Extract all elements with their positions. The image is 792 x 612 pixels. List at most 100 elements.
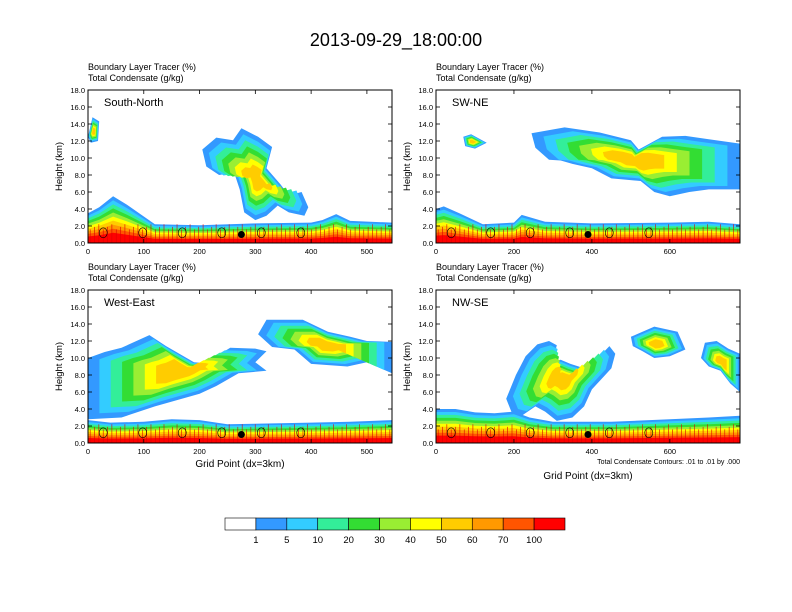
x-tick-label: 400 xyxy=(586,447,599,456)
y-tick-label: 10.0 xyxy=(70,154,85,163)
y-tick-label: 18.0 xyxy=(70,86,85,95)
y-tick-label: 10.0 xyxy=(418,154,433,163)
y-tick-label: 0.0 xyxy=(75,439,85,448)
colorbar-swatch xyxy=(317,517,349,531)
x-tick-label: 200 xyxy=(193,247,206,256)
x-tick-label: 400 xyxy=(586,247,599,256)
plot-area xyxy=(436,326,740,443)
colorbar-label: 1 xyxy=(253,535,258,546)
y-tick-label: 18.0 xyxy=(418,286,433,295)
shade-band-7 xyxy=(715,355,727,371)
shade-band-7 xyxy=(648,339,665,349)
y-tick-label: 8.0 xyxy=(75,171,85,180)
colorbar-swatch xyxy=(379,517,411,531)
colorbar-swatch xyxy=(410,517,442,531)
y-tick-label: 12.0 xyxy=(418,337,433,346)
plot-frame xyxy=(87,89,393,244)
x-tick-label: 0 xyxy=(434,447,438,456)
shade-band-7 xyxy=(92,127,96,135)
x-tick-label: 600 xyxy=(664,447,677,456)
x-tick-label: 300 xyxy=(249,447,262,456)
x-tick-label: 200 xyxy=(508,447,521,456)
x-tick-label: 0 xyxy=(86,247,90,256)
y-tick-label: 2.0 xyxy=(75,422,85,431)
x-tick-label: 100 xyxy=(138,247,151,256)
condensate-contour xyxy=(256,427,266,439)
colorbar-swatch xyxy=(224,517,257,531)
x-tick-label: 500 xyxy=(361,447,374,456)
y-tick-label: 4.0 xyxy=(423,405,433,414)
condensate-contour xyxy=(177,227,187,239)
x-tick-label: 600 xyxy=(664,247,677,256)
subtitle-condensate: Total Condensate (g/kg) xyxy=(88,273,184,283)
condensate-contour xyxy=(644,227,654,239)
location-marker xyxy=(237,431,245,438)
x-tick-label: 400 xyxy=(305,247,318,256)
y-tick-label: 14.0 xyxy=(70,120,85,129)
condensate-contour xyxy=(604,427,614,439)
y-tick-label: 10.0 xyxy=(70,354,85,363)
y-tick-label: 2.0 xyxy=(423,422,433,431)
plot-area xyxy=(88,319,392,443)
colorbar-label: 10 xyxy=(312,535,323,546)
subtitle-tracer: Boundary Layer Tracer (%) xyxy=(88,262,196,272)
y-axis-label: Height (km) xyxy=(402,142,413,191)
x-tick-label: 200 xyxy=(508,247,521,256)
location-marker xyxy=(584,231,592,238)
condensate-contour xyxy=(138,427,148,439)
y-tick-label: 16.0 xyxy=(418,103,433,112)
panel-south-north: Boundary Layer Tracer (%)Total Condensat… xyxy=(54,62,393,256)
colorbar-label: 50 xyxy=(436,535,447,546)
y-tick-label: 14.0 xyxy=(418,320,433,329)
y-tick-label: 6.0 xyxy=(423,388,433,397)
y-tick-label: 6.0 xyxy=(423,188,433,197)
shade-band-7 xyxy=(469,139,477,144)
condensate-contour xyxy=(217,227,227,239)
x-tick-label: 0 xyxy=(86,447,90,456)
y-tick-label: 6.0 xyxy=(75,388,85,397)
condensate-contour xyxy=(296,427,306,439)
colorbar-label: 70 xyxy=(498,535,509,546)
colorbar-label: 20 xyxy=(343,535,354,546)
panel-sw-ne: Boundary Layer Tracer (%)Total Condensat… xyxy=(402,62,741,256)
shade-band-7 xyxy=(241,164,273,192)
condensate-contour xyxy=(525,227,535,239)
plot-area xyxy=(88,117,392,243)
y-tick-label: 12.0 xyxy=(418,137,433,146)
main-title: 2013-09-29_18:00:00 xyxy=(309,30,483,50)
y-tick-label: 14.0 xyxy=(418,120,433,129)
x-tick-label: 500 xyxy=(361,247,374,256)
y-tick-label: 12.0 xyxy=(70,337,85,346)
y-tick-label: 4.0 xyxy=(75,405,85,414)
x-tick-label: 300 xyxy=(249,247,262,256)
y-axis-label: Height (km) xyxy=(402,342,413,391)
y-tick-label: 0.0 xyxy=(423,439,433,448)
y-tick-label: 2.0 xyxy=(423,222,433,231)
plot-frame xyxy=(87,289,393,444)
condensate-contour xyxy=(98,427,108,439)
colorbar-swatch xyxy=(286,517,319,531)
colorbar-swatch xyxy=(502,517,535,531)
condensate-contour xyxy=(446,227,456,239)
x-tick-label: 200 xyxy=(193,447,206,456)
panel-west-east: Boundary Layer Tracer (%)Total Condensat… xyxy=(54,262,393,470)
y-tick-label: 16.0 xyxy=(70,103,85,112)
subtitle-condensate: Total Condensate (g/kg) xyxy=(436,273,532,283)
colorbar-label: 100 xyxy=(526,535,542,546)
colorbar-label: 40 xyxy=(405,535,416,546)
subtitle-tracer: Boundary Layer Tracer (%) xyxy=(436,62,544,72)
shade-band-7 xyxy=(306,337,346,354)
y-tick-label: 0.0 xyxy=(75,239,85,248)
condensate-contour xyxy=(296,227,306,239)
panel-label: South-North xyxy=(104,97,163,109)
x-axis-label: Grid Point (dx=3km) xyxy=(543,471,632,482)
condensate-contour xyxy=(217,427,227,439)
y-tick-label: 8.0 xyxy=(75,371,85,380)
y-tick-label: 18.0 xyxy=(70,286,85,295)
y-tick-label: 10.0 xyxy=(418,354,433,363)
colorbar-label: 5 xyxy=(284,535,289,546)
condensate-contour xyxy=(98,227,108,239)
condensate-contour xyxy=(565,227,575,239)
location-marker xyxy=(584,431,592,438)
y-tick-label: 2.0 xyxy=(75,222,85,231)
